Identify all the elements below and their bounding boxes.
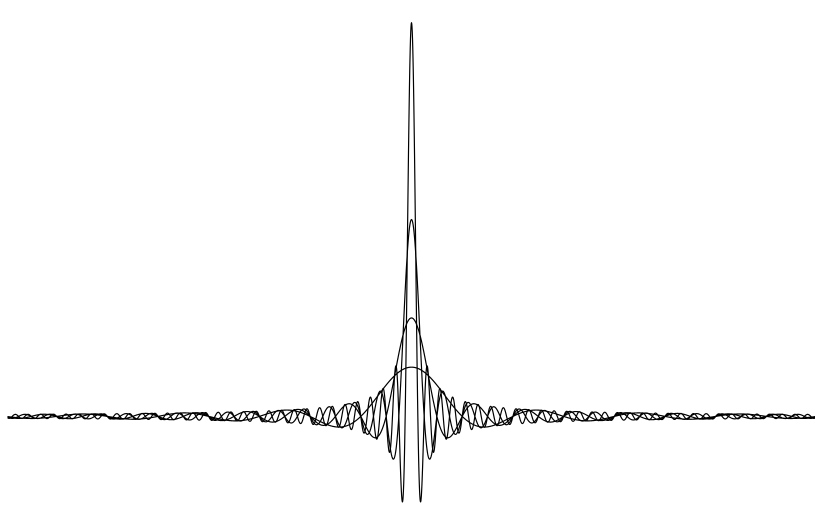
series-line-4 [7,22,815,503]
series-layer [7,22,815,503]
series-line-3 [7,218,815,460]
